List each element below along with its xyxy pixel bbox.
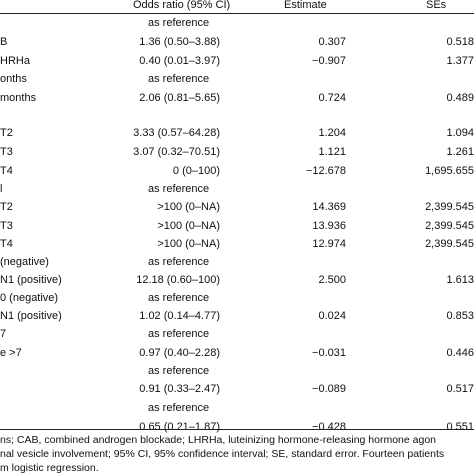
odds-ratio-cell: 0 (0–100)	[172, 165, 220, 177]
header-ses: SEs	[426, 0, 447, 11]
row-label: N1 (positive)	[0, 274, 62, 286]
se-cell: 0.517	[446, 383, 474, 395]
table-row: as reference	[0, 16, 474, 30]
table-row: e >7 0.97 (0.40–2.28) −0.031 0.446	[0, 346, 474, 360]
footnote-line-2: nal vesicle involvement; 95% CI, 95% con…	[0, 448, 445, 460]
row-label: N1 (positive)	[0, 310, 62, 322]
row-label: 0 (negative)	[0, 292, 59, 304]
table-row: T2 >100 (0–NA) 14.369 2,399.545	[0, 200, 474, 214]
se-cell: 0.551	[446, 421, 474, 433]
estimate-cell: 0.724	[318, 92, 346, 104]
estimate-cell: 12.974	[312, 238, 346, 250]
footnote-line-3: m logistic regression.	[0, 462, 99, 474]
estimate-cell: −0.907	[312, 55, 346, 67]
se-cell: 0.489	[446, 92, 474, 104]
table-row: T3 3.07 (0.32–70.51) 1.121 1.261	[0, 145, 474, 159]
odds-ratio-cell: 12.18 (0.60–100)	[136, 274, 220, 286]
estimate-cell: −12.678	[305, 165, 346, 177]
table-row: 7 as reference	[0, 327, 474, 341]
estimate-cell: −0.089	[312, 383, 346, 395]
header-estimate: Estimate	[284, 0, 327, 11]
header-odds-ratio: Odds ratio (95% CI)	[133, 0, 231, 11]
table-row: T4 0 (0–100) −12.678 1,695.655	[0, 164, 474, 178]
odds-ratio-cell: 3.33 (0.57–64.28)	[133, 127, 220, 139]
row-label: onths	[0, 73, 27, 85]
table-row: 0.65 (0.21–1.87) −0.428 0.551	[0, 420, 474, 434]
row-label: months	[0, 92, 37, 104]
table-row: N1 (positive) 1.02 (0.14–4.77) 0.024 0.853	[0, 309, 474, 323]
se-cell: 1.377	[446, 55, 474, 67]
row-label: (negative)	[0, 256, 49, 268]
reference-cell: as reference	[148, 73, 210, 85]
row-label: T2	[0, 127, 13, 139]
row-label: e >7	[0, 347, 22, 359]
table-header: Odds ratio (95% CI) Estimate SEs	[0, 0, 474, 14]
odds-ratio-cell: >100 (0–NA)	[157, 220, 220, 232]
se-cell: 1.261	[446, 146, 474, 158]
se-cell: 1.094	[446, 127, 474, 139]
table-row: l as reference	[0, 182, 474, 196]
table-row: N1 (positive) 12.18 (0.60–100) 2.500 1.613	[0, 273, 474, 287]
table-row: 0.91 (0.33–2.47) −0.089 0.517	[0, 382, 474, 396]
reference-cell: as reference	[148, 183, 210, 195]
row-label: T2	[0, 201, 13, 213]
odds-ratio-cell: >100 (0–NA)	[157, 238, 220, 250]
row-label: B	[0, 36, 8, 48]
se-cell: 2,399.545	[425, 220, 474, 232]
table-row: (negative) as reference	[0, 255, 474, 269]
row-label: T3	[0, 146, 13, 158]
estimate-cell: 0.307	[318, 36, 346, 48]
table-row: 0 (negative) as reference	[0, 291, 474, 305]
row-label: 7	[0, 328, 7, 340]
estimate-cell: 0.024	[318, 310, 346, 322]
estimate-cell: −0.428	[312, 421, 346, 433]
odds-ratio-cell: 1.36 (0.50–3.88)	[139, 36, 220, 48]
table-row: as reference	[0, 401, 474, 415]
table-bottom-rule	[0, 429, 474, 430]
odds-ratio-cell: 2.06 (0.81–5.65)	[139, 92, 220, 104]
reference-cell: as reference	[148, 17, 210, 29]
row-label: l	[0, 183, 3, 195]
odds-ratio-cell: 0.97 (0.40–2.28)	[139, 347, 220, 359]
table-row: as reference	[0, 364, 474, 378]
table-row: onths as reference	[0, 72, 474, 86]
odds-ratio-cell: >100 (0–NA)	[157, 201, 220, 213]
table-row: T3 >100 (0–NA) 13.936 2,399.545	[0, 219, 474, 233]
estimate-cell: 2.500	[318, 274, 346, 286]
row-label: T4	[0, 165, 13, 177]
row-label: T4	[0, 238, 13, 250]
table-row: HRHa 0.40 (0.01–3.97) −0.907 1.377	[0, 54, 474, 68]
footnote-line-1: ns; CAB, combined androgen blockade; LHR…	[0, 434, 437, 446]
row-label: HRHa	[0, 55, 30, 67]
table-row: B 1.36 (0.50–3.88) 0.307 0.518	[0, 35, 474, 49]
reference-cell: as reference	[148, 365, 210, 377]
estimate-cell: 1.121	[318, 146, 346, 158]
odds-ratio-cell: 3.07 (0.32–70.51)	[133, 146, 220, 158]
estimate-cell: 14.369	[312, 201, 346, 213]
se-cell: 2,399.545	[425, 238, 474, 250]
se-cell: 0.446	[446, 347, 474, 359]
estimate-cell: −0.031	[312, 347, 346, 359]
odds-ratio-cell: 1.02 (0.14–4.77)	[139, 310, 220, 322]
row-label: T3	[0, 220, 13, 232]
odds-ratio-cell: 0.40 (0.01–3.97)	[139, 55, 220, 67]
reference-cell: as reference	[148, 402, 210, 414]
reference-cell: as reference	[148, 292, 210, 304]
se-cell: 1,695.655	[425, 165, 474, 177]
estimate-cell: 1.204	[318, 127, 346, 139]
odds-ratio-cell: 0.65 (0.21–1.87)	[139, 421, 220, 433]
se-cell: 0.853	[446, 310, 474, 322]
table-row: months 2.06 (0.81–5.65) 0.724 0.489	[0, 91, 474, 105]
table-row: T2 3.33 (0.57–64.28) 1.204 1.094	[0, 126, 474, 140]
reference-cell: as reference	[148, 328, 210, 340]
se-cell: 0.518	[446, 36, 474, 48]
table-row: T4 >100 (0–NA) 12.974 2,399.545	[0, 237, 474, 251]
estimate-cell: 13.936	[312, 220, 346, 232]
se-cell: 1.613	[446, 274, 474, 286]
se-cell: 2,399.545	[425, 201, 474, 213]
reference-cell: as reference	[148, 256, 210, 268]
odds-ratio-cell: 0.91 (0.33–2.47)	[139, 383, 220, 395]
